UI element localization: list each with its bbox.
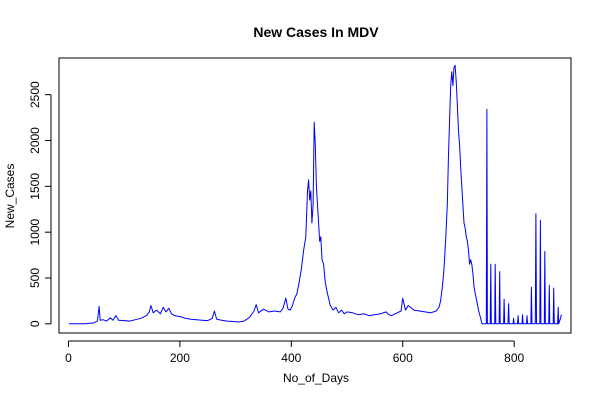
x-tick-label: 600 <box>393 351 413 365</box>
plot-frame <box>58 57 572 334</box>
x-axis-label: No_of_Days <box>283 371 349 385</box>
x-tick-label: 400 <box>281 351 301 365</box>
y-tick-label: 2500 <box>28 81 42 108</box>
series-line-new-cases <box>69 64 562 325</box>
y-tick-label: 1500 <box>28 173 42 200</box>
y-tick-label: 1000 <box>28 218 42 245</box>
chart-title: New Cases In MDV <box>253 24 379 40</box>
x-tick-label: 0 <box>65 351 72 365</box>
y-tick-label: 0 <box>28 320 42 327</box>
y-axis-label: New_Cases <box>3 164 17 229</box>
x-axis: 0 200 400 600 800 <box>65 340 525 365</box>
y-tick-label: 500 <box>28 268 42 288</box>
x-tick-label: 800 <box>504 351 524 365</box>
y-tick-label: 2000 <box>28 127 42 154</box>
y-axis: 0 500 1000 1500 2000 2500 <box>28 81 52 327</box>
x-tick-label: 200 <box>170 351 190 365</box>
